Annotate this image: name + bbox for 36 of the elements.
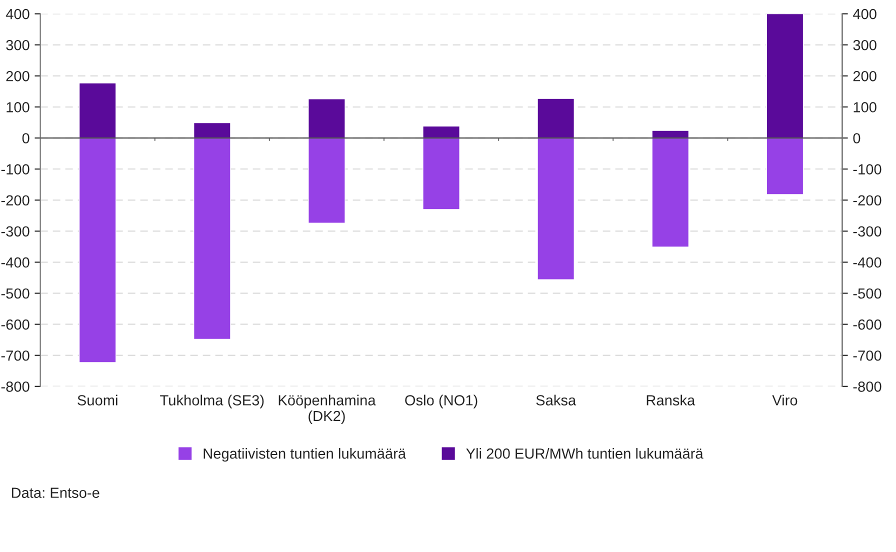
x-tick-label: Saksa [536, 394, 576, 406]
x-tick-label: Suomi [78, 394, 118, 406]
x-tick-label: Kööpenhamina (DK2) [278, 394, 376, 424]
y-tick-label: 300 [6, 40, 30, 50]
y-tick-label: -500 [1, 288, 30, 299]
y2-tick-label: 400 [852, 8, 876, 20]
y2-tick-label: -400 [853, 257, 882, 268]
legend-label: Yli 200 EUR/MWh tuntien lukumäärä [466, 448, 704, 459]
x-tick-label: Ranska [646, 394, 696, 406]
y-tick-label: -400 [1, 257, 30, 268]
y2-tick-label: -100 [853, 164, 882, 174]
y-tick-label: -200 [1, 195, 30, 206]
y2-tick-label: 300 [853, 40, 876, 50]
y-tick-label: -100 [1, 164, 30, 174]
y-tick-label: 100 [6, 102, 30, 112]
y2-tick-label: -300 [853, 226, 882, 237]
y-tick-label: -800 [1, 382, 30, 392]
x-tick-label: Viro [772, 394, 798, 406]
y2-tick-label: 0 [853, 133, 860, 144]
y-tick-label: 200 [6, 71, 30, 82]
x-tick-label: Tukholma (SE3) [160, 394, 264, 408]
y2-tick-label: 100 [854, 102, 876, 112]
y-tick-label: 0 [22, 133, 30, 144]
y2-tick-label: -600 [853, 319, 882, 330]
y2-tick-label: -200 [853, 195, 882, 206]
y-tick-label: -300 [1, 226, 30, 237]
legend-label: Negatiivisten tuntien lukumäärä [204, 448, 406, 462]
y-tick-label: -700 [1, 350, 30, 361]
y2-tick-label: -700 [853, 350, 882, 361]
y-tick-label: 400 [6, 8, 30, 20]
x-tick-label: Oslo (NO1) [405, 394, 478, 408]
text: Data: Entso-e [12, 488, 100, 498]
y2-tick-label: -500 [853, 288, 882, 299]
y-tick-label: -600 [1, 319, 30, 330]
y2-tick-label: -800 [853, 382, 882, 392]
y2-tick-label: 200 [853, 71, 876, 82]
